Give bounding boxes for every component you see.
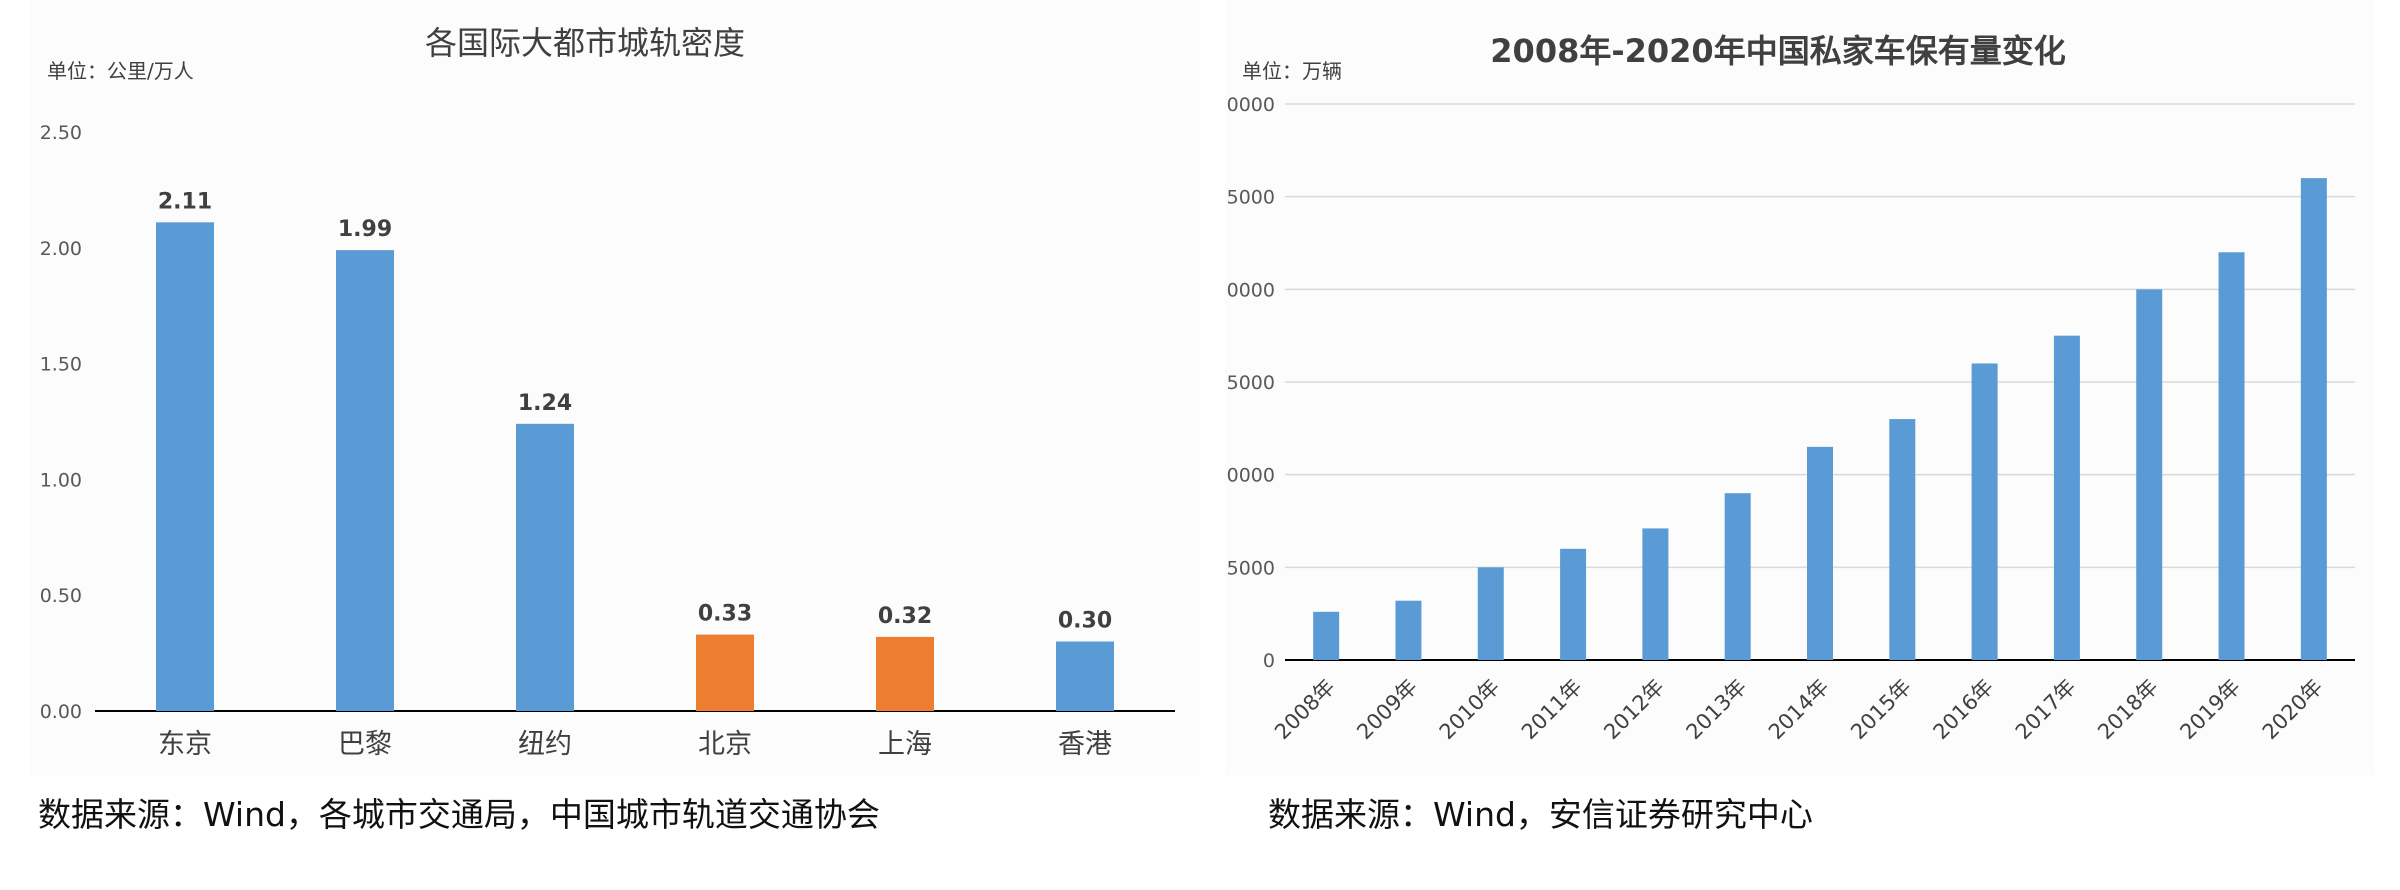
y-tick-label: 10000 xyxy=(1225,465,1275,487)
x-tick-label: 上海 xyxy=(878,729,932,760)
bar xyxy=(696,634,754,711)
data-label: 0.33 xyxy=(698,602,752,627)
source-note-right: 数据来源：Wind，安信证券研究中心 xyxy=(1268,795,1813,834)
x-tick-label: 北京 xyxy=(698,729,752,760)
bar xyxy=(1889,419,1916,660)
x-tick-label: 2009年 xyxy=(1352,675,1422,745)
x-tick-label: 2013年 xyxy=(1682,675,1752,745)
y-tick-label: 0 xyxy=(1263,650,1275,672)
y-tick-label: 20000 xyxy=(1225,279,1275,301)
bar xyxy=(2300,178,2327,660)
y-tick-label: 0.00 xyxy=(40,701,82,723)
x-tick-label: 2018年 xyxy=(2093,675,2163,745)
x-tick-label: 香港 xyxy=(1058,729,1112,760)
x-tick-label: 2020年 xyxy=(2258,675,2328,745)
bar xyxy=(1313,611,1340,660)
data-label: 0.32 xyxy=(878,604,932,629)
bar xyxy=(1642,528,1669,660)
data-label: 1.24 xyxy=(518,391,572,416)
x-tick-label: 2015年 xyxy=(1846,675,1916,745)
bar xyxy=(1477,567,1504,660)
y-tick-label: 2.50 xyxy=(40,122,82,144)
x-tick-label: 2019年 xyxy=(2175,675,2245,745)
unit-label: 单位：万辆 xyxy=(1242,59,1342,83)
unit-label: 单位：公里/万人 xyxy=(47,59,194,83)
chart-title: 2008年-2020年中国私家车保有量变化 xyxy=(1490,32,2065,70)
bar xyxy=(2136,289,2163,660)
bar xyxy=(1971,363,1998,660)
bar xyxy=(2053,335,2080,660)
bar xyxy=(876,636,934,711)
data-label: 1.99 xyxy=(338,217,392,242)
x-tick-label: 2014年 xyxy=(1764,675,1834,745)
bar xyxy=(2218,252,2245,660)
y-tick-label: 25000 xyxy=(1225,187,1275,209)
bar xyxy=(1724,493,1751,660)
bar xyxy=(516,423,574,711)
chart-title: 各国际大都市城轨密度 xyxy=(425,24,745,62)
y-tick-label: 1.00 xyxy=(40,469,82,491)
y-tick-label: 0.50 xyxy=(40,585,82,607)
bar xyxy=(1056,641,1114,711)
y-tick-label: 5000 xyxy=(1227,557,1275,579)
source-note-left: 数据来源：Wind，各城市交通局，中国城市轨道交通协会 xyxy=(38,795,880,834)
y-tick-label: 2.00 xyxy=(40,238,82,260)
data-label: 0.30 xyxy=(1058,609,1112,634)
bar xyxy=(1807,446,1833,660)
bar xyxy=(336,250,394,711)
x-tick-label: 东京 xyxy=(158,729,212,760)
x-tick-label: 纽约 xyxy=(518,729,572,760)
bar xyxy=(1560,548,1587,660)
y-tick-label: 1.50 xyxy=(40,354,82,376)
x-tick-label: 2017年 xyxy=(2011,675,2081,745)
bar xyxy=(156,222,214,711)
x-tick-label: 2008年 xyxy=(1270,675,1340,745)
y-tick-label: 30000 xyxy=(1225,94,1275,116)
y-tick-label: 15000 xyxy=(1225,372,1275,394)
x-tick-label: 2010年 xyxy=(1435,675,1505,745)
x-tick-label: 2016年 xyxy=(1929,675,1999,745)
bar xyxy=(1395,600,1422,660)
x-tick-label: 2012年 xyxy=(1599,675,1669,745)
data-label: 2.11 xyxy=(158,189,212,214)
x-tick-label: 2011年 xyxy=(1517,675,1587,745)
x-tick-label: 巴黎 xyxy=(338,729,392,760)
chart-panel-rail-density: 各国际大都市城轨密度单位：公里/万人 0.00 0.50 1.00 1.50 2.00 2.… xyxy=(30,0,1200,775)
